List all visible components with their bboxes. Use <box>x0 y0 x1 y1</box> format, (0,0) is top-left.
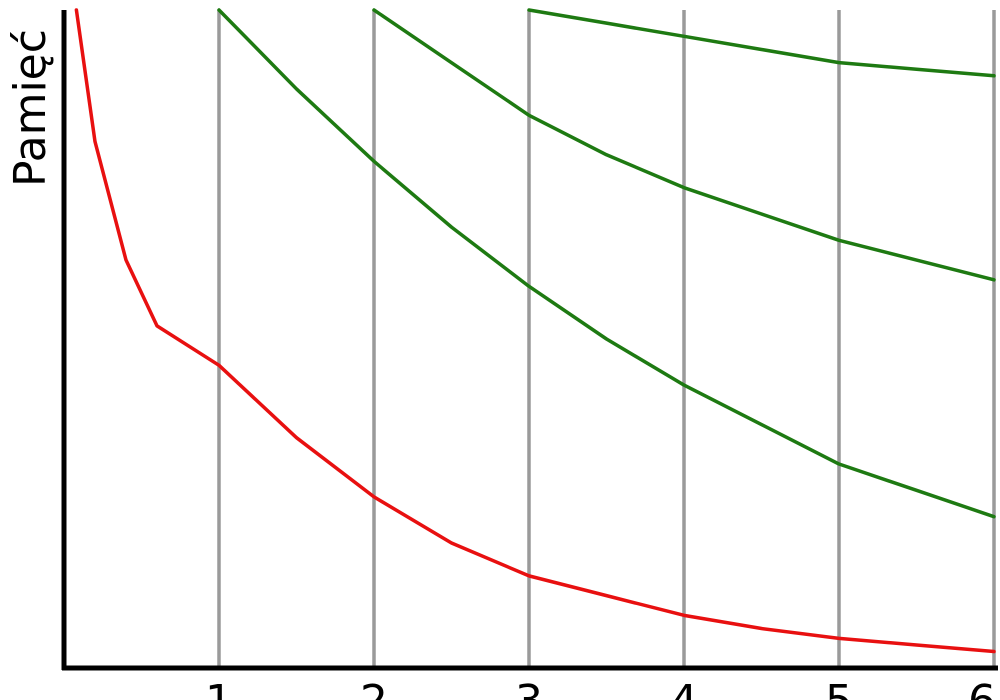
vertical-gridlines <box>217 10 996 668</box>
series-line-repetition-2 <box>372 8 996 282</box>
x-tick-label-1: 1 <box>205 676 233 700</box>
series-lines <box>74 8 996 654</box>
y-axis-title: Pamięć <box>5 29 56 187</box>
x-tick-label-2: 2 <box>360 676 388 700</box>
x-tick-label-6: 6 <box>968 676 996 700</box>
x-tick-labels: 1 2 3 4 5 6 <box>205 676 996 700</box>
series-line-repetition-1 <box>217 8 996 519</box>
x-tick-label-4: 4 <box>670 676 698 700</box>
x-tick-label-3: 3 <box>515 676 543 700</box>
series-line-repetition-3 <box>527 8 996 78</box>
series-line-initial <box>74 8 996 654</box>
x-tick-label-5: 5 <box>825 676 853 700</box>
